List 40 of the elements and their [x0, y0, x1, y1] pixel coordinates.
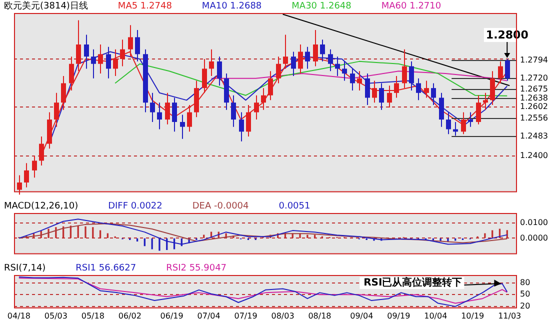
y-tick-label: 20: [520, 302, 530, 311]
chart-title: MACD(12,26,10): [4, 201, 78, 212]
series-label: RSI1 56.6627: [76, 263, 136, 274]
x-tick-label: 05/18: [81, 311, 104, 320]
x-tick-label: 06/02: [118, 311, 142, 320]
y-tick-label: 80: [520, 278, 530, 287]
x-tick-label: 04/18: [7, 311, 30, 320]
x-tick-label: 07/04: [197, 311, 220, 320]
ref-line-label: 1.2675: [520, 84, 548, 94]
text: MA10 1.2688: [202, 1, 262, 12]
x-tick-label: 09/04: [350, 311, 374, 320]
ref-line-label: 1.2720: [520, 74, 548, 83]
x-tick-label: 10/04: [424, 311, 448, 320]
x-tick-label: 06/19: [160, 311, 184, 320]
text: 0.0051: [278, 201, 310, 212]
y-tick-label: 1.2400: [520, 150, 548, 160]
annotation: RSI已从高位调整转下: [364, 276, 462, 289]
y-tick-label: 50: [520, 290, 530, 299]
x-tick-label: 08/18: [308, 311, 332, 320]
ref-line-label: 1.2483: [520, 132, 548, 141]
y-tick-label: 0.0100: [520, 218, 548, 227]
y-tick-label: 0.0000: [520, 233, 548, 242]
text: RSI2 55.9047: [166, 263, 227, 274]
text: MA60 1.2710: [381, 1, 442, 12]
y-tick-label: 1.2602: [520, 102, 548, 112]
ref-line-label: 1.2556: [520, 114, 548, 123]
text: MA5 1.2748: [118, 1, 172, 12]
x-tick-label: 10/19: [461, 311, 484, 320]
ref-line-label: 1.2794: [520, 56, 548, 65]
text: DEA -0.0004: [192, 201, 250, 212]
series-label: DIFF 0.0022: [108, 201, 162, 212]
chart-title: RSI(7,14): [4, 263, 46, 274]
x-tick-label: 08/03: [271, 311, 294, 320]
x-tick-label: 09/19: [387, 311, 410, 320]
x-tick-label: 07/19: [234, 311, 258, 320]
text: MA30 1.2648: [292, 1, 352, 12]
x-tick-label: 05/03: [44, 311, 68, 320]
chart-title: 欧元美元(3814)日线: [4, 0, 88, 12]
x-tick-label: 11/03: [498, 311, 522, 320]
ref-line-label: 1.2638: [520, 94, 548, 103]
